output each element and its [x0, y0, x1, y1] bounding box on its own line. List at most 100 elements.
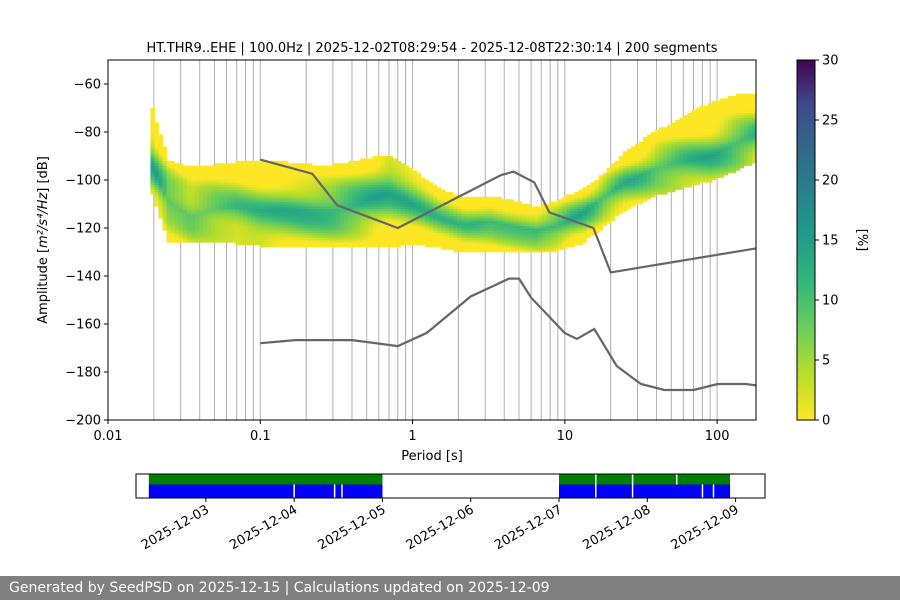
- heatmap-cell: [683, 165, 688, 169]
- heatmap-cell: [550, 208, 555, 212]
- heatmap-cell: [505, 249, 511, 253]
- heatmap-cell: [324, 204, 329, 207]
- heatmap-cell: [687, 136, 692, 140]
- heatmap-cell: [610, 204, 616, 207]
- heatmap-cell: [489, 247, 494, 250]
- heatmap-cell: [400, 170, 406, 174]
- heatmap-cell: [441, 218, 446, 222]
- heatmap-cell: [271, 187, 276, 190]
- heatmap-cell: [372, 156, 377, 159]
- heatmap-cell: [307, 184, 313, 188]
- heatmap-cell: [235, 230, 240, 234]
- heatmap-cell: [255, 201, 260, 205]
- heatmap-cell: [279, 213, 285, 217]
- heatmap-cell: [247, 187, 252, 190]
- heatmap-cell: [364, 232, 369, 236]
- heatmap-cell: [594, 213, 599, 217]
- heatmap-cell: [372, 216, 377, 219]
- heatmap-cell: [259, 180, 264, 183]
- heatmap-cell: [315, 240, 321, 243]
- heatmap-cell: [642, 156, 648, 159]
- heatmap-cell: [743, 105, 749, 109]
- heatmap-cell: [194, 240, 200, 243]
- heatmap-cell: [723, 108, 729, 111]
- heatmap-cell: [481, 208, 486, 212]
- heatmap-cell: [247, 240, 252, 243]
- heatmap-cell: [695, 175, 700, 178]
- heatmap-cell: [344, 213, 349, 217]
- heatmap-cell: [614, 168, 620, 171]
- heatmap-cell: [747, 115, 753, 118]
- heatmap-cell: [598, 208, 603, 212]
- heatmap-cell: [533, 225, 539, 229]
- heatmap-cell: [634, 189, 640, 193]
- heatmap-cell: [376, 156, 381, 159]
- heatmap-cell: [598, 201, 603, 205]
- heatmap-cell: [433, 196, 438, 200]
- heatmap-cell: [376, 213, 381, 217]
- heatmap-cell: [497, 244, 503, 248]
- heatmap-cell: [255, 175, 260, 178]
- heatmap-cell: [388, 211, 394, 214]
- heatmap-cell: [287, 177, 293, 181]
- heatmap-cell: [517, 211, 523, 214]
- heatmap-cell: [469, 235, 474, 238]
- heatmap-cell: [299, 235, 305, 238]
- heatmap-cell: [392, 184, 398, 188]
- heatmap-cell: [437, 187, 442, 190]
- heatmap-cell: [162, 225, 167, 229]
- heatmap-cell: [299, 220, 305, 224]
- heatmap-cell: [336, 208, 341, 212]
- heatmap-cell: [376, 242, 381, 246]
- heatmap-cell: [735, 112, 741, 116]
- heatmap-cell: [659, 134, 664, 138]
- heatmap-cell: [364, 177, 369, 181]
- heatmap-cell: [182, 192, 188, 195]
- heatmap-cell: [166, 194, 172, 198]
- heatmap-cell: [223, 218, 228, 222]
- heatmap-cell: [469, 199, 474, 202]
- heatmap-cell: [679, 136, 684, 140]
- heatmap-cell: [328, 220, 333, 224]
- heatmap-cell: [336, 228, 341, 231]
- heatmap-cell: [150, 139, 155, 142]
- heatmap-cell: [198, 225, 204, 229]
- heatmap-cell: [178, 170, 184, 174]
- heatmap-cell: [477, 218, 482, 222]
- heatmap-cell: [178, 175, 184, 178]
- heatmap-cell: [647, 192, 652, 195]
- heatmap-cell: [287, 182, 293, 186]
- heatmap-cell: [715, 120, 721, 123]
- heatmap-cell: [416, 196, 422, 200]
- heatmap-cell: [219, 211, 224, 214]
- heatmap-cell: [178, 235, 184, 238]
- heatmap-cell: [231, 223, 236, 226]
- heatmap-cell: [295, 204, 301, 207]
- heatmap-cell: [481, 237, 486, 241]
- heatmap-cell: [663, 134, 668, 138]
- heatmap-cell: [162, 194, 167, 198]
- heatmap-cell: [703, 117, 708, 121]
- heatmap-cell: [453, 208, 458, 212]
- heatmap-cell: [299, 216, 305, 219]
- heatmap-cell: [622, 175, 628, 178]
- heatmap-cell: [610, 201, 616, 205]
- heatmap-cell: [170, 235, 176, 238]
- heatmap-cell: [570, 228, 575, 231]
- heatmap-cell: [158, 153, 163, 157]
- heatmap-cell: [727, 141, 733, 145]
- heatmap-cell: [332, 242, 337, 246]
- heatmap-cell: [634, 146, 640, 150]
- heatmap-cell: [679, 170, 684, 174]
- heatmap-cell: [521, 211, 527, 214]
- heatmap-cell: [699, 124, 704, 128]
- heatmap-cell: [388, 189, 394, 193]
- heatmap-cell: [340, 242, 345, 246]
- heatmap-cell: [162, 220, 167, 224]
- heatmap-cell: [550, 247, 555, 250]
- heatmap-cell: [687, 129, 692, 133]
- heatmap-cell: [320, 223, 325, 226]
- heatmap-cell: [336, 240, 341, 243]
- heatmap-cell: [578, 192, 583, 195]
- heatmap-cell: [703, 158, 708, 162]
